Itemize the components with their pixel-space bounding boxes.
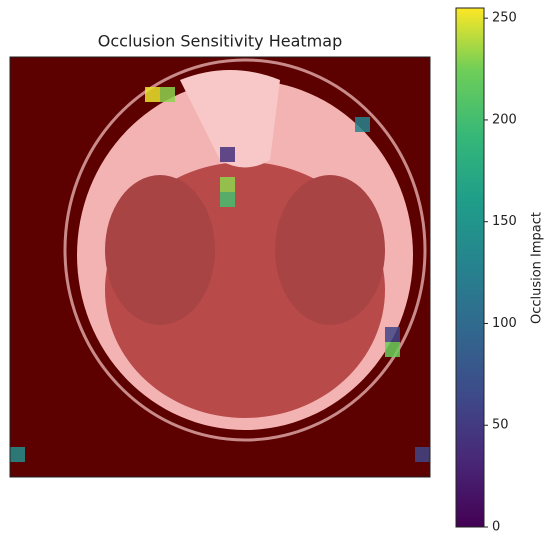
- colorbar-tick-label: 150: [492, 214, 517, 229]
- colorbar-label: Occlusion Impact: [530, 212, 545, 324]
- colorbar-tick-label: 250: [492, 11, 517, 26]
- cells: [10, 87, 430, 462]
- colorbar-tick-label: 100: [492, 316, 517, 331]
- heatmap-cell: [220, 177, 235, 192]
- heatmap-cell: [10, 447, 25, 462]
- colorbar-tick-label: 50: [492, 418, 509, 433]
- heatmap-cell: [220, 192, 235, 207]
- heatmap-cell: [145, 87, 160, 102]
- heatmap-cell: [415, 447, 430, 462]
- heatmap-cell: [355, 117, 370, 132]
- heatmap-cell: [220, 147, 235, 162]
- heatmap-cell: [385, 342, 400, 357]
- colorbar-tick-label: 200: [492, 112, 517, 127]
- colorbar-tick-label: 0: [492, 520, 500, 535]
- lobe: [275, 175, 385, 325]
- sinus: [180, 70, 280, 168]
- chart-title: Occlusion Sensitivity Heatmap: [98, 32, 342, 51]
- colorbar: [455, 7, 485, 528]
- heatmap-cell: [385, 327, 400, 342]
- skull-outline: [63, 58, 427, 442]
- heatmap-cell: [160, 87, 175, 102]
- plot-frame: [9, 56, 431, 478]
- lobe: [105, 175, 215, 325]
